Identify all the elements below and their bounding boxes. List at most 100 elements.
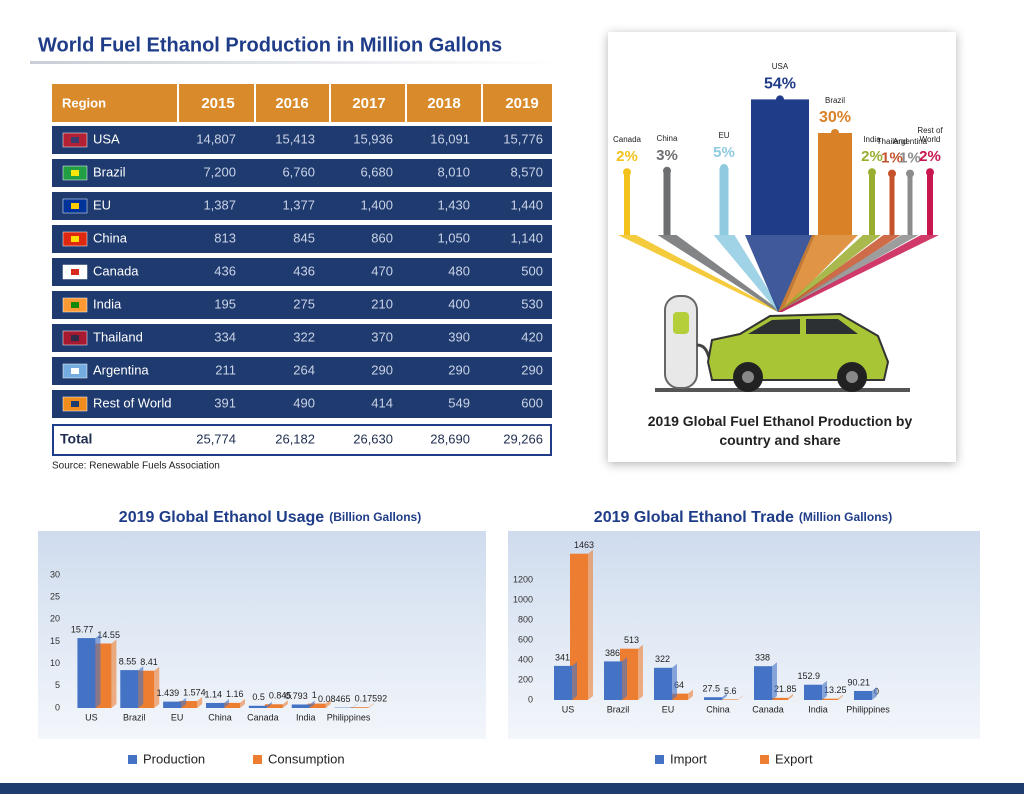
share-dot: [906, 169, 914, 178]
bar: [770, 697, 788, 700]
region-name: Argentina: [93, 362, 149, 377]
legend-swatch: [760, 755, 769, 764]
bar-side: [309, 700, 315, 708]
legend-swatch: [655, 755, 664, 764]
table-cell: 1,440: [510, 197, 543, 212]
data-label: 21.85: [774, 684, 797, 694]
total-cell: 29,266: [503, 431, 543, 446]
funnel-ribbon: [778, 235, 919, 312]
data-label: 338: [755, 653, 770, 663]
bar-side: [722, 693, 727, 700]
table-cell: 8,570: [510, 164, 543, 179]
total-cell: 25,774: [196, 431, 236, 446]
region-name: Rest of World: [93, 395, 172, 410]
flag-detail: [71, 236, 79, 242]
y-tick-label: 800: [518, 614, 533, 624]
table-cell: 1,050: [437, 230, 470, 245]
legend-label: Import: [670, 751, 707, 766]
x-tick-label: Canada: [247, 712, 279, 722]
data-label: 386: [605, 648, 620, 658]
page-title: World Fuel Ethanol Production in Million…: [38, 34, 502, 56]
table-cell: 1,400: [360, 197, 393, 212]
bar-side: [672, 663, 677, 700]
table-header-cell: 2015: [201, 95, 234, 112]
y-tick-label: 20: [50, 614, 60, 624]
share-category: Argentina: [892, 136, 928, 146]
share-dot: [926, 168, 934, 177]
table-cell: 15,936: [353, 131, 393, 146]
flag-detail: [71, 368, 79, 374]
table-cell: 211: [215, 362, 236, 377]
table-cell: 334: [214, 329, 236, 344]
table-cell: 15,776: [503, 131, 543, 146]
share-bar: [624, 172, 630, 235]
data-label: 1.439: [157, 688, 180, 698]
flag-detail: [71, 401, 79, 407]
data-label: 8.55: [119, 656, 137, 666]
data-label: 0.845: [269, 691, 292, 701]
chart-title: 2019 Global Ethanol Usage (Billion Gallon…: [119, 509, 421, 526]
table-cell: 480: [448, 263, 470, 278]
x-tick-label: Canada: [752, 704, 784, 714]
bar: [77, 638, 96, 708]
bar-side: [224, 698, 229, 708]
table-cell: 845: [293, 230, 315, 245]
share-category: Canada: [612, 135, 642, 145]
table-row-bg: [52, 291, 552, 319]
region-name: USA: [93, 131, 120, 146]
data-label: 1.574: [183, 687, 206, 697]
bar: [804, 684, 822, 700]
funnel-ribbon: [778, 235, 901, 312]
bar-side: [772, 662, 777, 700]
bar: [179, 701, 198, 708]
y-tick-label: 15: [50, 636, 60, 646]
bar-side: [240, 698, 245, 708]
share-bar: [751, 99, 809, 236]
y-tick-label: 0: [528, 694, 533, 704]
table-cell: 8,010: [437, 164, 470, 179]
table-cell: 391: [214, 395, 236, 410]
table-cell: 370: [371, 329, 393, 344]
share-bar: [927, 172, 933, 235]
share-caption: 2019 Global Fuel Ethanol Production by c…: [647, 413, 913, 448]
bar-side: [266, 701, 272, 708]
table-row-bg: [52, 357, 552, 385]
data-label: 513: [624, 635, 639, 645]
share-label: 1%: [881, 150, 903, 167]
data-label: 90.21: [847, 677, 870, 687]
bar: [222, 702, 240, 708]
data-label: 1.14: [204, 689, 222, 699]
data-label: 15.77: [71, 624, 94, 634]
bar: [264, 704, 283, 708]
table-cell: 530: [521, 296, 543, 311]
share-bar: [818, 133, 852, 235]
table-cell: 1,377: [282, 197, 315, 212]
table-cell: 390: [448, 329, 470, 344]
x-tick-label: US: [562, 704, 575, 714]
table-header-cell: 2018: [427, 95, 460, 112]
data-label: 64: [674, 680, 684, 690]
car-illustration: [655, 295, 910, 392]
region-name: India: [93, 296, 122, 311]
share-bar: [889, 173, 895, 235]
bar-side: [872, 686, 877, 700]
table-cell: 813: [214, 230, 236, 245]
y-tick-label: 25: [50, 592, 60, 602]
x-tick-label: Brazil: [607, 704, 630, 714]
y-tick-label: 1000: [513, 594, 533, 604]
x-tick-label: China: [706, 704, 730, 714]
legend-swatch: [253, 755, 262, 764]
funnel-ribbon: [745, 235, 815, 312]
table-cell: 7,200: [203, 164, 236, 179]
data-label: 0.793: [285, 691, 308, 701]
region-name: EU: [93, 197, 111, 212]
y-tick-label: 200: [518, 674, 533, 684]
data-label: 0.17592: [355, 694, 388, 704]
share-dot: [623, 168, 631, 177]
x-tick-label: India: [296, 712, 316, 722]
share-dot: [831, 129, 839, 137]
bar: [163, 701, 182, 708]
share-dot: [720, 164, 728, 172]
share-bar: [663, 170, 671, 235]
data-label: 1463: [574, 540, 594, 550]
